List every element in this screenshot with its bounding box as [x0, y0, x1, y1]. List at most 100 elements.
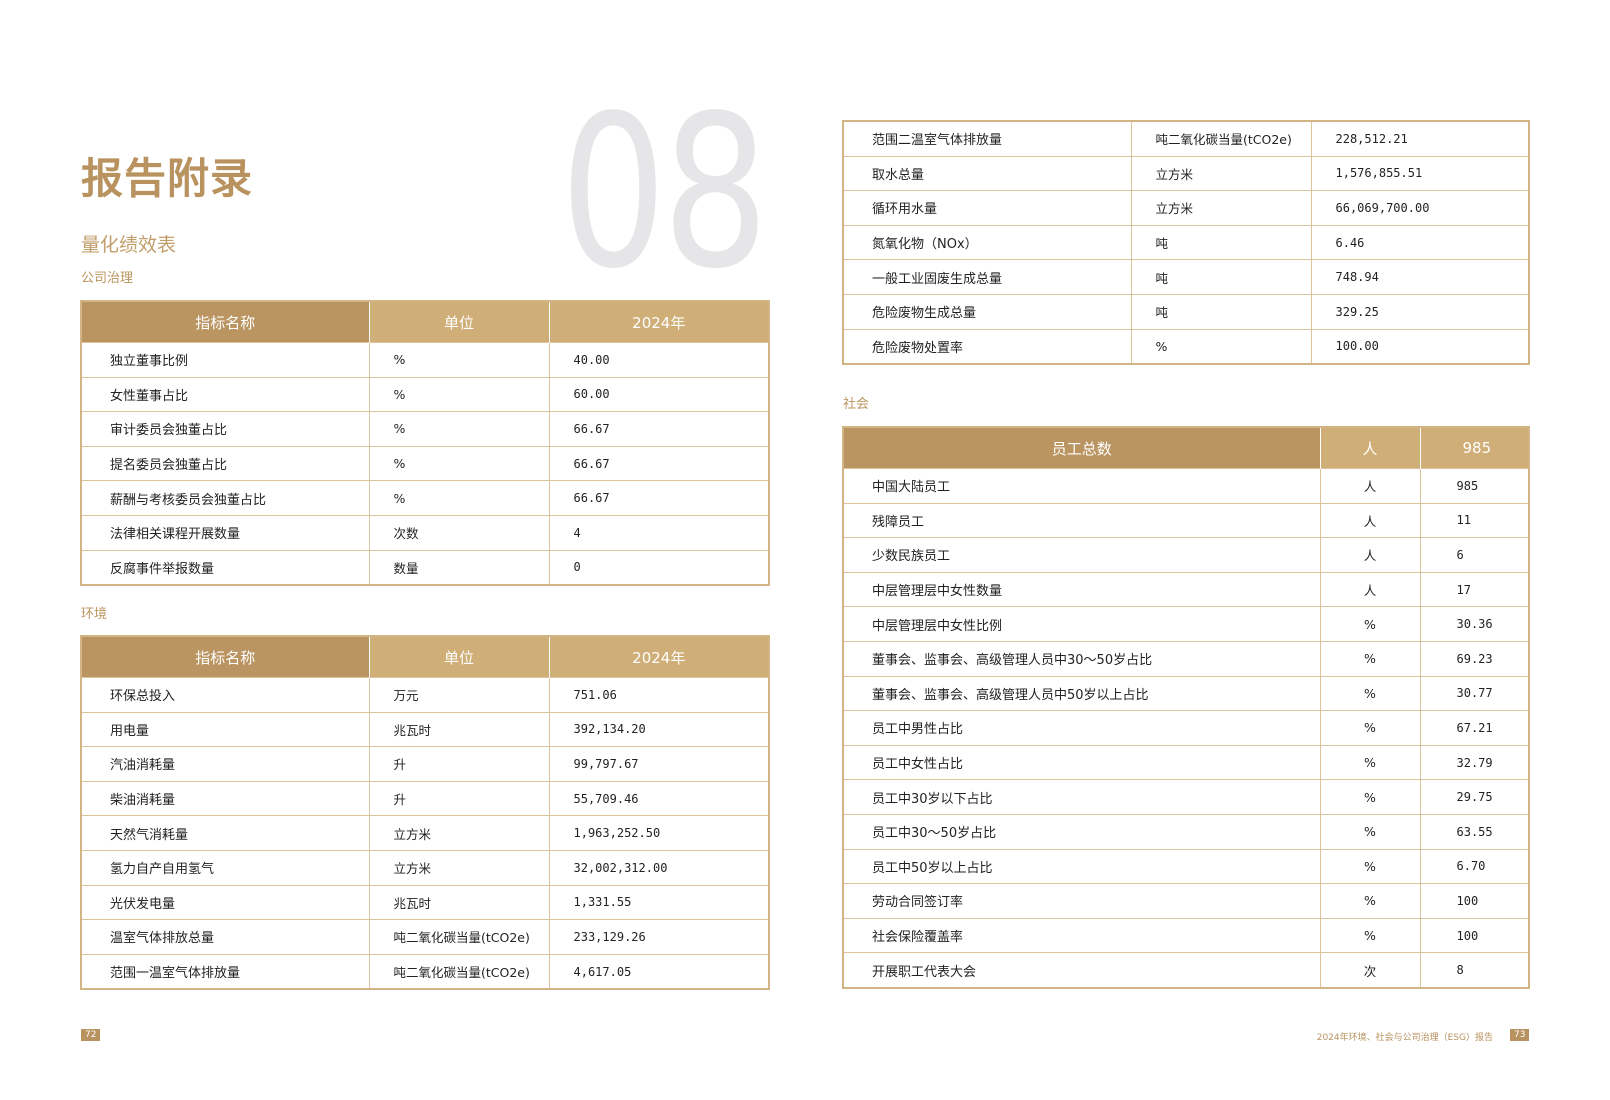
value-cell: 63.55: [1419, 813, 1529, 850]
unit-cell: 次数: [368, 514, 549, 551]
indicator-name-cell: 危险废物生成总量: [842, 293, 1131, 330]
indicator-name-cell: 光伏发电量: [80, 884, 369, 920]
unit-cell: %: [1319, 640, 1420, 677]
value-cell: 6.46: [1310, 224, 1529, 260]
table-row: 女性董事占比% 60.00: [80, 376, 769, 412]
unit-cell: 吨: [1130, 293, 1311, 330]
table-row: 氢力自产自用氢气 立方米 32,002,312.00: [80, 849, 769, 886]
column-header: 985: [1419, 427, 1529, 469]
value-cell: 1,331.55: [548, 884, 769, 920]
page-subtitle: 量化绩效表: [81, 234, 177, 256]
indicator-name-cell: 取水总量: [842, 155, 1131, 191]
chapter-number: 08: [560, 70, 769, 315]
value-cell: 6: [1419, 537, 1529, 573]
indicator-name-cell: 提名委员会独董占比: [80, 445, 369, 481]
unit-cell: 立方米: [368, 815, 549, 851]
value-cell: 60.00: [548, 376, 769, 412]
value-cell: 8: [1419, 952, 1529, 988]
unit-cell: 立方米: [368, 849, 549, 886]
table-row: 一般工业固废生成总量吨 748.94: [842, 259, 1529, 295]
table-row: 审计委员会独董占比% 66.67: [80, 411, 769, 447]
value-cell: 67.21: [1419, 710, 1529, 746]
value-cell: 66.67: [548, 480, 769, 516]
indicator-name-cell: 氮氧化物（NOx）: [842, 224, 1131, 260]
value-cell: 228,512.21: [1310, 121, 1529, 157]
value-cell: 985: [1419, 468, 1529, 504]
indicator-name-cell: 温室气体排放总量: [80, 919, 369, 955]
table-row: 氮氧化物（NOx）吨 6.46: [842, 224, 1529, 260]
column-header: 单位: [368, 301, 549, 343]
unit-cell: %: [368, 480, 549, 516]
column-header: 单位: [368, 636, 549, 678]
unit-cell: 立方米: [1130, 190, 1311, 226]
indicator-name-cell: 天然气消耗量: [80, 815, 369, 851]
table-row: 柴油消耗量升 55,709.46: [80, 780, 769, 816]
indicator-name-cell: 汽油消耗量: [80, 746, 369, 782]
value-cell: 29.75: [1419, 779, 1529, 815]
table-row: 董事会、监事会、高级管理人员中50岁以上占比% 30.77: [842, 675, 1529, 711]
indicator-name-cell: 劳动合同签订率: [842, 883, 1320, 919]
table-row: 中层管理层中女性比例% 30.36: [842, 606, 1529, 642]
unit-cell: 升: [368, 746, 549, 782]
indicator-name-cell: 员工中50岁以上占比: [842, 848, 1320, 884]
value-cell: 1,576,855.51: [1310, 155, 1529, 191]
value-cell: 100: [1419, 917, 1529, 953]
table-row: 汽油消耗量升 99,797.67: [80, 746, 769, 782]
table-row: 残障员工人 11: [842, 502, 1529, 538]
unit-cell: %: [368, 376, 549, 412]
section-social-label: 社会: [843, 397, 870, 412]
environment-table: 指标名称 单位 2024年 环保总投入 万元 751.06 用电量 兆瓦时 392,134.20…: [80, 635, 770, 991]
table-row: 危险废物处置率% 100.00: [842, 328, 1529, 365]
section-governance-label: 公司治理: [81, 271, 134, 286]
table-row: 员工中男性占比% 67.21: [842, 710, 1529, 746]
page-title: 报告附录: [81, 154, 254, 203]
unit-cell: 人: [1319, 502, 1420, 538]
indicator-name-cell: 董事会、监事会、高级管理人员中30～50岁占比: [842, 640, 1320, 677]
indicator-name-cell: 薪酬与考核委员会独董占比: [80, 480, 369, 516]
value-cell: 751.06: [548, 677, 769, 713]
indicator-name-cell: 员工中男性占比: [842, 710, 1320, 746]
indicator-name-cell: 社会保险覆盖率: [842, 917, 1320, 953]
indicator-name-cell: 一般工业固废生成总量: [842, 259, 1131, 295]
table-header-row: 指标名称 单位 2024年: [81, 636, 769, 678]
unit-cell: %: [1319, 606, 1420, 642]
table-row: 取水总量 立方米 1,576,855.51: [842, 155, 1529, 191]
value-cell: 17: [1419, 571, 1529, 607]
indicator-name-cell: 范围二温室气体排放量: [842, 121, 1131, 157]
table-row: 独立董事比例% 40.00: [80, 342, 769, 378]
column-header: 指标名称: [81, 636, 369, 678]
table-row: 用电量 兆瓦时 392,134.20: [80, 711, 769, 747]
value-cell: 11: [1419, 502, 1529, 538]
unit-cell: %: [1319, 848, 1420, 884]
table-row: 社会保险覆盖率% 100: [842, 917, 1529, 953]
table-row: 劳动合同签订率% 100: [842, 883, 1529, 919]
table-row: 员工中30岁以下占比% 29.75: [842, 779, 1529, 815]
value-cell: 392,134.20: [548, 711, 769, 747]
table-row: 董事会、监事会、高级管理人员中30～50岁占比% 69.23: [842, 640, 1529, 677]
table-row: 员工中50岁以上占比% 6.70: [842, 848, 1529, 884]
unit-cell: 吨二氧化碳当量(tCO2e): [368, 953, 549, 990]
unit-cell: 吨二氧化碳当量(tCO2e): [1130, 121, 1311, 157]
indicator-name-cell: 环保总投入: [80, 677, 369, 713]
value-cell: 329.25: [1310, 293, 1529, 330]
unit-cell: 兆瓦时: [368, 711, 549, 747]
table-header-row: 员工总数人 985: [843, 427, 1529, 469]
value-cell: 99,797.67: [548, 746, 769, 782]
indicator-name-cell: 循环用水量: [842, 190, 1131, 226]
table-row: 光伏发电量 兆瓦时 1,331.55: [80, 884, 769, 920]
indicator-name-cell: 氢力自产自用氢气: [80, 849, 369, 886]
value-cell: 1,963,252.50: [548, 815, 769, 851]
value-cell: 40.00: [548, 342, 769, 378]
unit-cell: %: [1319, 779, 1420, 815]
column-header: 2024年: [548, 301, 769, 343]
table-row: 危险废物生成总量吨 329.25: [842, 293, 1529, 330]
unit-cell: %: [1319, 883, 1420, 919]
unit-cell: 数量: [368, 549, 549, 586]
unit-cell: 万元: [368, 677, 549, 713]
unit-cell: %: [368, 445, 549, 481]
unit-cell: %: [1319, 675, 1420, 711]
value-cell: 32.79: [1419, 744, 1529, 780]
indicator-name-cell: 柴油消耗量: [80, 780, 369, 816]
indicator-name-cell: 危险废物处置率: [842, 328, 1131, 365]
